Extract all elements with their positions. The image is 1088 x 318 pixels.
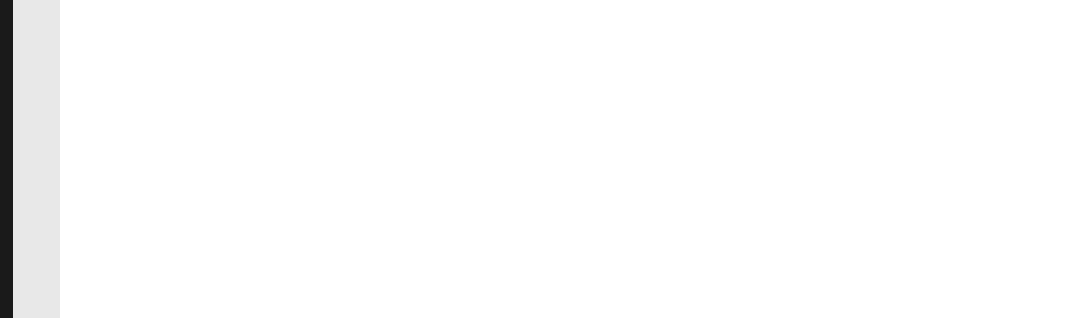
Text: electric field of $\bar{E} = (-2N/C)\hat{\imath} + \left(3\frac{N}{C}\right)\hat: electric field of $\bar{E} = (-2N/C)\hat… xyxy=(177,189,585,218)
Text: 5.  An electron has an instantaneous velocity of $\vec{v} = (-1.5x10^4\ ^{m}\!/_: 5. An electron has an instantaneous velo… xyxy=(150,64,890,89)
Text: moving through the uniform magnetic field $\bar{B} = -(0.037T)\hat{\imath} + (0.: moving through the uniform magnetic fiel… xyxy=(177,128,942,151)
Text: a) Find the force on the electron due to the magnetic and electric filed.: a) Find the force on the electron due to… xyxy=(177,255,806,273)
